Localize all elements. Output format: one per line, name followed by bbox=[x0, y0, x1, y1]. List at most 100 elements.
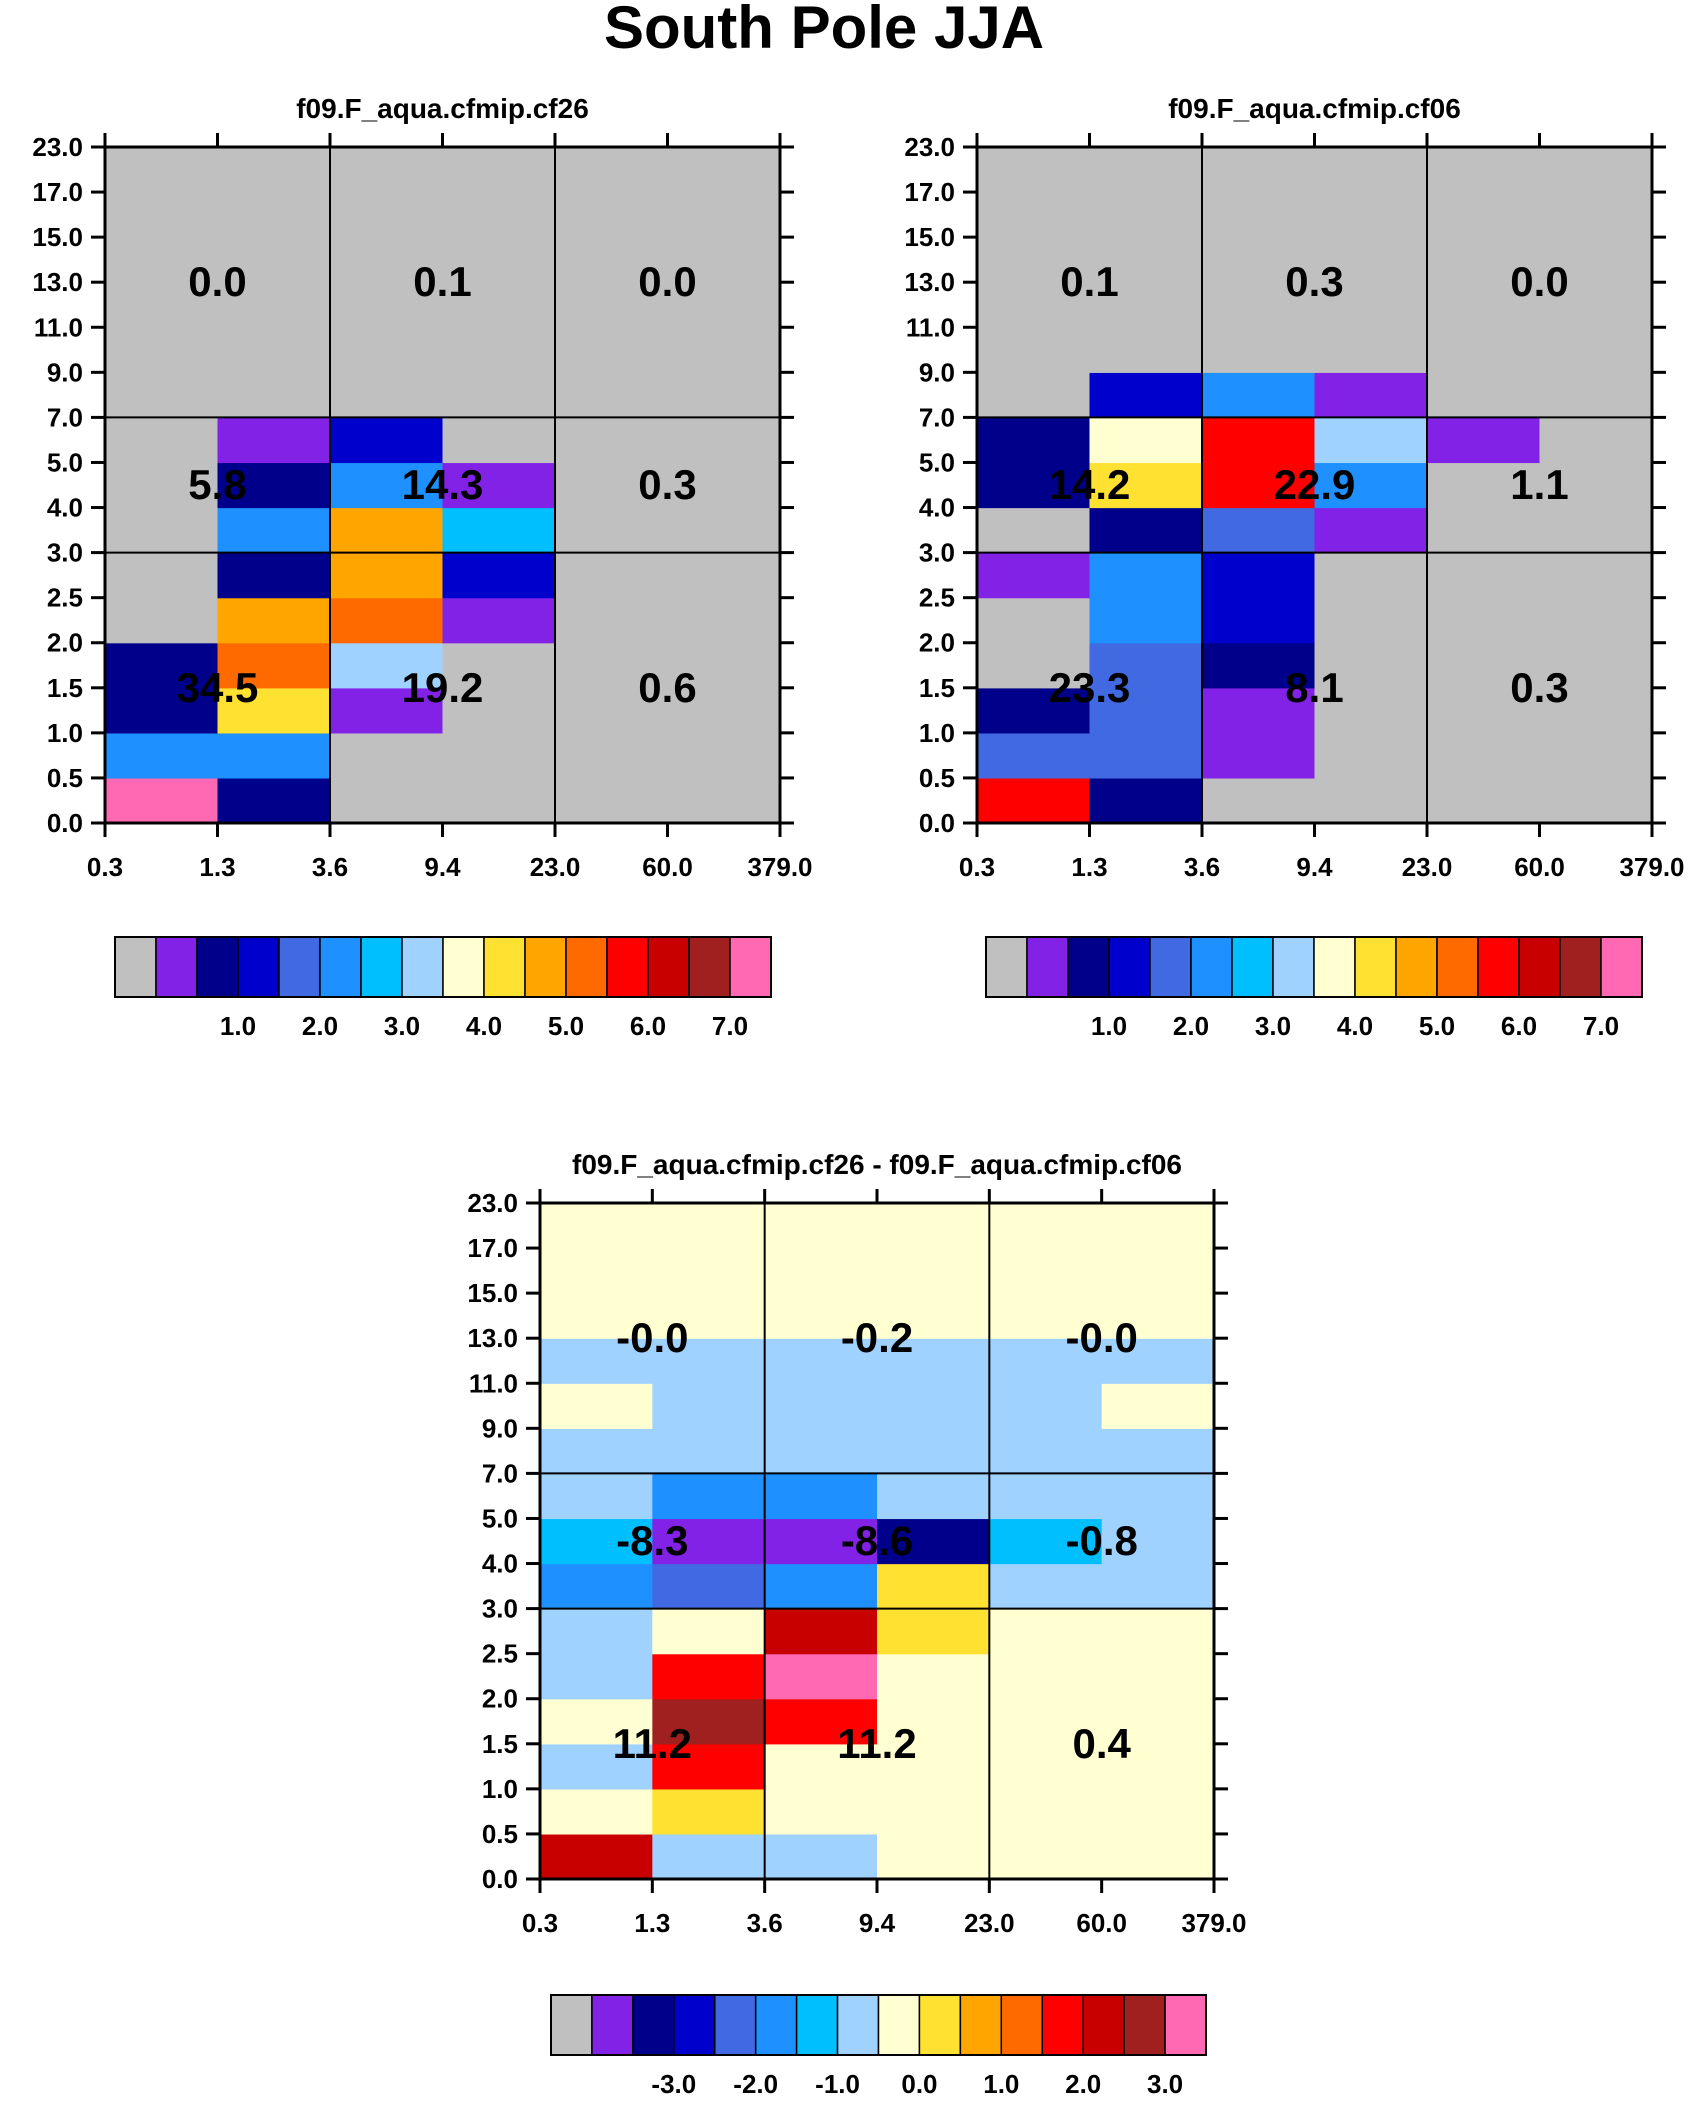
heatmap-cell bbox=[1089, 777, 1203, 824]
y-tick-label: 5.0 bbox=[482, 1503, 518, 1533]
colorbar-swatch bbox=[985, 936, 1028, 998]
heatmap-cell bbox=[442, 192, 556, 238]
colorbar-swatch bbox=[918, 1994, 962, 2056]
colorbar-swatch bbox=[1190, 936, 1233, 998]
box-value-label: 0.0 bbox=[188, 258, 246, 305]
box-value-label: 22.9 bbox=[1274, 461, 1356, 508]
colorbar-label: 2.0 bbox=[1173, 1011, 1209, 1041]
y-tick-label: 11.0 bbox=[34, 312, 83, 342]
heatmap-cell bbox=[540, 1653, 653, 1700]
heatmap-panel-2: f09.F_aqua.cfmip.cf06 0.0 0.5 1.0 1.5 2.0 2.5 3… bbox=[904, 93, 1684, 1041]
x-tick-label: 9.4 bbox=[1296, 852, 1333, 882]
x-tick-label: 9.4 bbox=[424, 852, 461, 882]
heatmap-cell bbox=[1314, 552, 1428, 599]
colorbar-label: 3.0 bbox=[384, 1011, 420, 1041]
heatmap-cell bbox=[217, 282, 331, 328]
heatmap-cell bbox=[764, 1428, 878, 1474]
colorbar-swatch bbox=[1123, 1994, 1166, 2056]
colorbar-swatch bbox=[714, 1994, 757, 2056]
heatmap-cell bbox=[1089, 507, 1203, 554]
heatmap-cell bbox=[977, 777, 1091, 824]
colorbar-swatch bbox=[442, 936, 485, 998]
colorbar-swatch bbox=[1436, 936, 1479, 998]
heatmap-cell bbox=[1101, 1608, 1215, 1655]
heatmap-cell bbox=[330, 507, 444, 554]
box-value-label: 0.6 bbox=[638, 664, 696, 711]
heatmap-cell bbox=[555, 597, 669, 644]
y-tick-label: 0.0 bbox=[919, 808, 955, 838]
heatmap-cell bbox=[1539, 237, 1653, 283]
heatmap-cell bbox=[1089, 417, 1203, 464]
heatmap-cell bbox=[555, 147, 669, 193]
heatmap-cell bbox=[1539, 462, 1653, 509]
heatmap-cell bbox=[977, 507, 1091, 554]
heatmap-cell bbox=[442, 282, 556, 328]
heatmap-cell bbox=[540, 1383, 653, 1429]
box-value-label: -0.8 bbox=[1065, 1517, 1137, 1564]
heatmap-cell bbox=[442, 417, 556, 464]
heatmap-cell bbox=[1101, 1743, 1215, 1790]
heatmap-cell bbox=[555, 642, 669, 689]
figure-title: South Pole JJA bbox=[604, 0, 1044, 61]
heatmap-cell bbox=[652, 1608, 766, 1655]
heatmap-cell bbox=[877, 1608, 990, 1655]
heatmap-cell bbox=[977, 597, 1091, 644]
heatmap-cell bbox=[555, 372, 669, 418]
heatmap-cell bbox=[105, 372, 219, 418]
heatmap-cell bbox=[652, 1698, 766, 1745]
colorbar-label: -3.0 bbox=[651, 2069, 696, 2099]
heatmap-cell bbox=[555, 462, 669, 509]
box-value-label: 14.3 bbox=[402, 461, 484, 508]
box-value-label: 8.1 bbox=[1285, 664, 1343, 711]
colorbar-swatch bbox=[959, 1994, 1003, 2056]
heatmap-cell bbox=[764, 1338, 878, 1384]
heatmap-cell bbox=[667, 732, 781, 779]
heatmap-cell bbox=[667, 372, 781, 418]
box-value-label: 0.0 bbox=[638, 258, 696, 305]
colorbar-swatch bbox=[836, 1994, 880, 2056]
colorbar-swatch bbox=[1477, 936, 1520, 998]
colorbar-label: 1.0 bbox=[1091, 1011, 1127, 1041]
y-tick-label: 13.0 bbox=[467, 1323, 518, 1353]
colorbar-swatch bbox=[401, 936, 444, 998]
colorbar-swatch bbox=[1395, 936, 1438, 998]
heatmap-cell bbox=[1427, 327, 1541, 373]
heatmap-cell bbox=[1539, 327, 1653, 373]
box-value-label: 14.2 bbox=[1049, 461, 1131, 508]
colorbar-swatch bbox=[524, 936, 567, 998]
heatmap-cell bbox=[652, 1383, 766, 1429]
colorbar-label: 2.0 bbox=[302, 1011, 338, 1041]
heatmap-cell bbox=[105, 687, 219, 734]
colorbar-label: 6.0 bbox=[630, 1011, 666, 1041]
heatmap-cell bbox=[105, 732, 219, 779]
heatmap-cell bbox=[540, 1518, 653, 1565]
heatmap-cell bbox=[667, 597, 781, 644]
x-tick-label: 3.6 bbox=[312, 852, 348, 882]
y-tick-label: 1.0 bbox=[47, 718, 83, 748]
x-tick-label: 379.0 bbox=[1619, 852, 1684, 882]
colorbar: 1.0 2.0 3.0 4.0 5.0 6.0 7.0 bbox=[114, 936, 772, 1041]
heatmap-cell bbox=[1427, 372, 1541, 418]
colorbar-swatch bbox=[1082, 1994, 1125, 2056]
colorbar-swatch bbox=[278, 936, 321, 998]
heatmap-cell bbox=[877, 1293, 990, 1339]
heatmap-cell bbox=[667, 687, 781, 734]
heatmap-cell bbox=[764, 1698, 878, 1745]
heatmap-cell bbox=[330, 732, 444, 779]
heatmap-cell bbox=[105, 417, 219, 464]
heatmap-cell bbox=[1539, 192, 1653, 238]
heatmap-cell bbox=[1202, 327, 1316, 373]
colorbar-label: 4.0 bbox=[466, 1011, 502, 1041]
y-tick-label: 2.5 bbox=[47, 583, 83, 613]
heatmap-cell bbox=[1539, 147, 1653, 193]
y-tick-label: 4.0 bbox=[482, 1549, 518, 1579]
box-value-label: 11.2 bbox=[837, 1720, 916, 1767]
heatmap-cell bbox=[877, 1698, 990, 1745]
heatmap-cell bbox=[540, 1203, 653, 1249]
panels: f09.F_aqua.cfmip.cf26 0.0 0.5 1.0 1.5 2.0 2.5 3… bbox=[32, 93, 1684, 2099]
y-tick-label: 9.0 bbox=[919, 357, 955, 387]
colorbar-frame bbox=[114, 936, 772, 998]
heatmap-cell bbox=[555, 192, 669, 238]
heatmap-cell bbox=[330, 597, 444, 644]
heatmap-cell bbox=[977, 642, 1091, 689]
